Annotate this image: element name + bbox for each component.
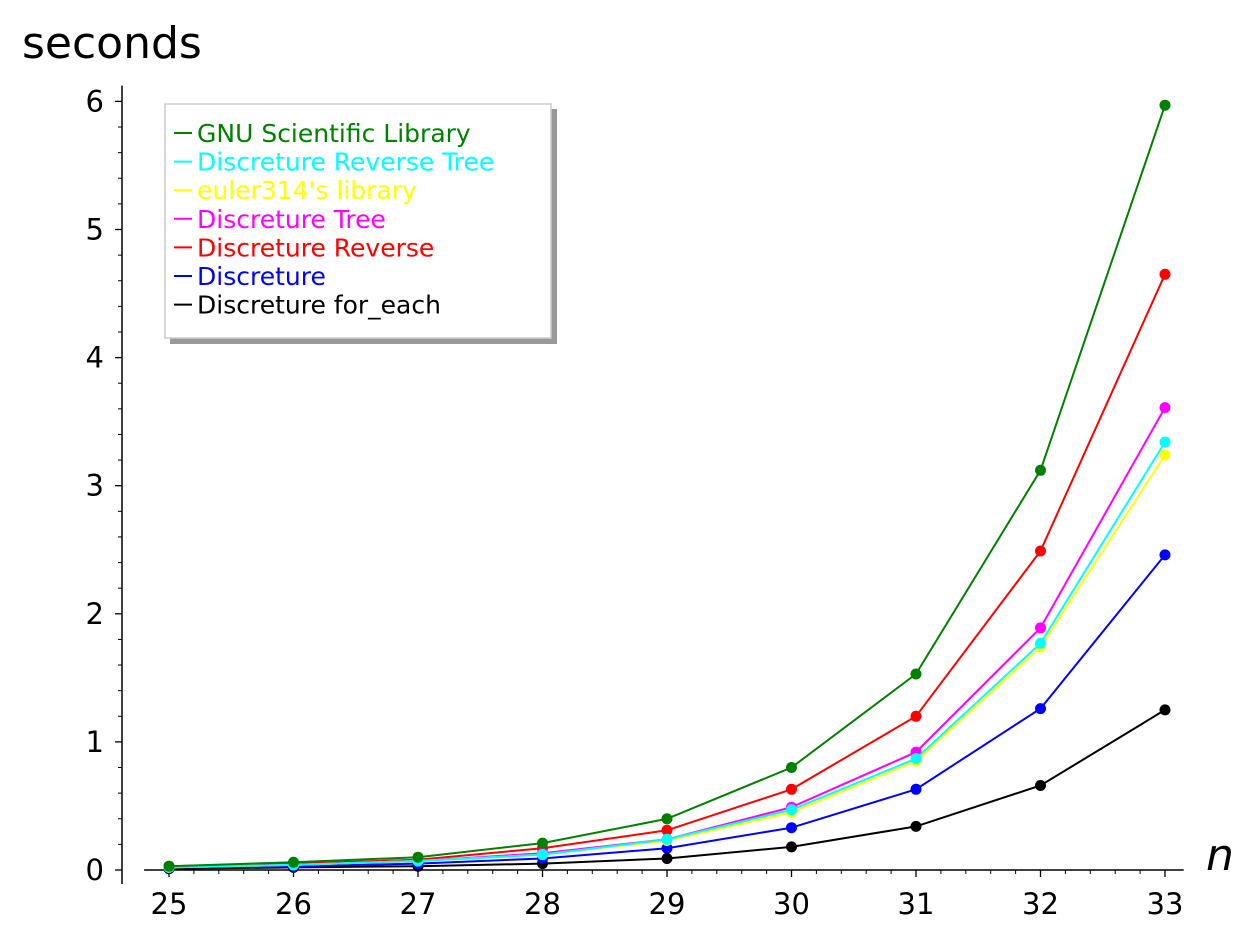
data-point-discreture-tree bbox=[1159, 402, 1171, 414]
x-tick-label: 31 bbox=[898, 887, 935, 921]
data-point-discreture-reverse-tree bbox=[1159, 436, 1171, 448]
series-layer bbox=[163, 99, 1171, 875]
data-point-gnu-scientific-library bbox=[661, 813, 673, 825]
legend-label: Discreture bbox=[197, 262, 326, 291]
data-point-discreture-reverse bbox=[1035, 545, 1046, 557]
data-point-discreture bbox=[661, 842, 673, 854]
legend-box bbox=[164, 103, 552, 339]
data-point-discreture-reverse-tree bbox=[1035, 637, 1046, 649]
data-point-gnu-scientific-library bbox=[910, 668, 922, 680]
data-point-gnu-scientific-library bbox=[1159, 99, 1171, 111]
data-point-discreture-reverse-tree bbox=[661, 833, 673, 845]
data-point-discreture-for-each bbox=[1035, 780, 1046, 791]
series-line-discreture-reverse bbox=[168, 273, 1166, 868]
legend-label: euler314's library bbox=[197, 176, 417, 205]
data-point-gnu-scientific-library bbox=[1035, 464, 1046, 476]
legend-label: Discreture Reverse Tree bbox=[197, 148, 494, 177]
data-point-discreture-tree bbox=[1035, 622, 1046, 634]
data-point-gnu-scientific-library bbox=[537, 837, 548, 849]
legend-label: GNU Scientific Library bbox=[197, 119, 471, 148]
data-point-discreture-reverse bbox=[661, 824, 673, 836]
y-tick-label: 4 bbox=[86, 341, 104, 375]
data-point-discreture-reverse bbox=[786, 783, 797, 795]
data-point-euler314-s-library bbox=[1159, 449, 1171, 461]
series-line-discreture-tree bbox=[168, 407, 1166, 869]
series-line-discreture-reverse-tree bbox=[168, 441, 1166, 869]
x-tick-label: 27 bbox=[400, 887, 437, 921]
y-tick-label: 3 bbox=[86, 469, 104, 503]
data-point-gnu-scientific-library bbox=[786, 762, 797, 773]
data-point-discreture-reverse-tree bbox=[537, 849, 548, 861]
data-point-discreture-for-each bbox=[661, 853, 673, 864]
x-tick-label: 28 bbox=[524, 887, 561, 921]
x-tick-label: 32 bbox=[1022, 887, 1059, 921]
x-tick-label: 25 bbox=[151, 887, 188, 921]
data-point-discreture-reverse-tree bbox=[786, 804, 797, 816]
legend-label: Discreture for_each bbox=[197, 291, 441, 320]
y-tick-label: 1 bbox=[86, 725, 104, 759]
data-point-discreture bbox=[1159, 549, 1171, 561]
x-tick-label: 30 bbox=[773, 887, 810, 921]
legend-label: Discreture Reverse bbox=[197, 233, 434, 262]
series-line-euler314-s-library bbox=[168, 454, 1166, 869]
y-tick-label: 0 bbox=[86, 853, 104, 887]
data-point-discreture bbox=[1035, 703, 1046, 715]
data-point-discreture-reverse bbox=[910, 710, 922, 722]
legend-label: Discreture Tree bbox=[197, 205, 386, 234]
x-tick-label: 33 bbox=[1147, 887, 1184, 921]
data-point-discreture-reverse-tree bbox=[910, 753, 922, 765]
data-point-discreture-reverse bbox=[1159, 268, 1171, 280]
data-point-discreture bbox=[910, 783, 922, 795]
y-tick-label: 6 bbox=[86, 84, 104, 118]
data-point-gnu-scientific-library bbox=[163, 860, 175, 872]
y-tick-label: 5 bbox=[86, 213, 104, 247]
x-tick-label: 26 bbox=[275, 887, 312, 921]
x-tick-label: 29 bbox=[649, 887, 686, 921]
data-point-discreture-for-each bbox=[1159, 704, 1171, 716]
y-axis-title: seconds bbox=[22, 18, 202, 69]
data-point-discreture-for-each bbox=[910, 820, 922, 832]
data-point-gnu-scientific-library bbox=[412, 851, 424, 863]
y-tick-label: 2 bbox=[86, 597, 104, 631]
data-point-gnu-scientific-library bbox=[288, 856, 299, 868]
data-point-discreture bbox=[786, 822, 797, 834]
axes: 0 1 2 3 4 5 6 25 26 27 28 29 30 31 32 33 bbox=[86, 84, 1184, 921]
x-axis-title: n bbox=[1206, 830, 1234, 881]
data-point-discreture-for-each bbox=[786, 841, 797, 853]
